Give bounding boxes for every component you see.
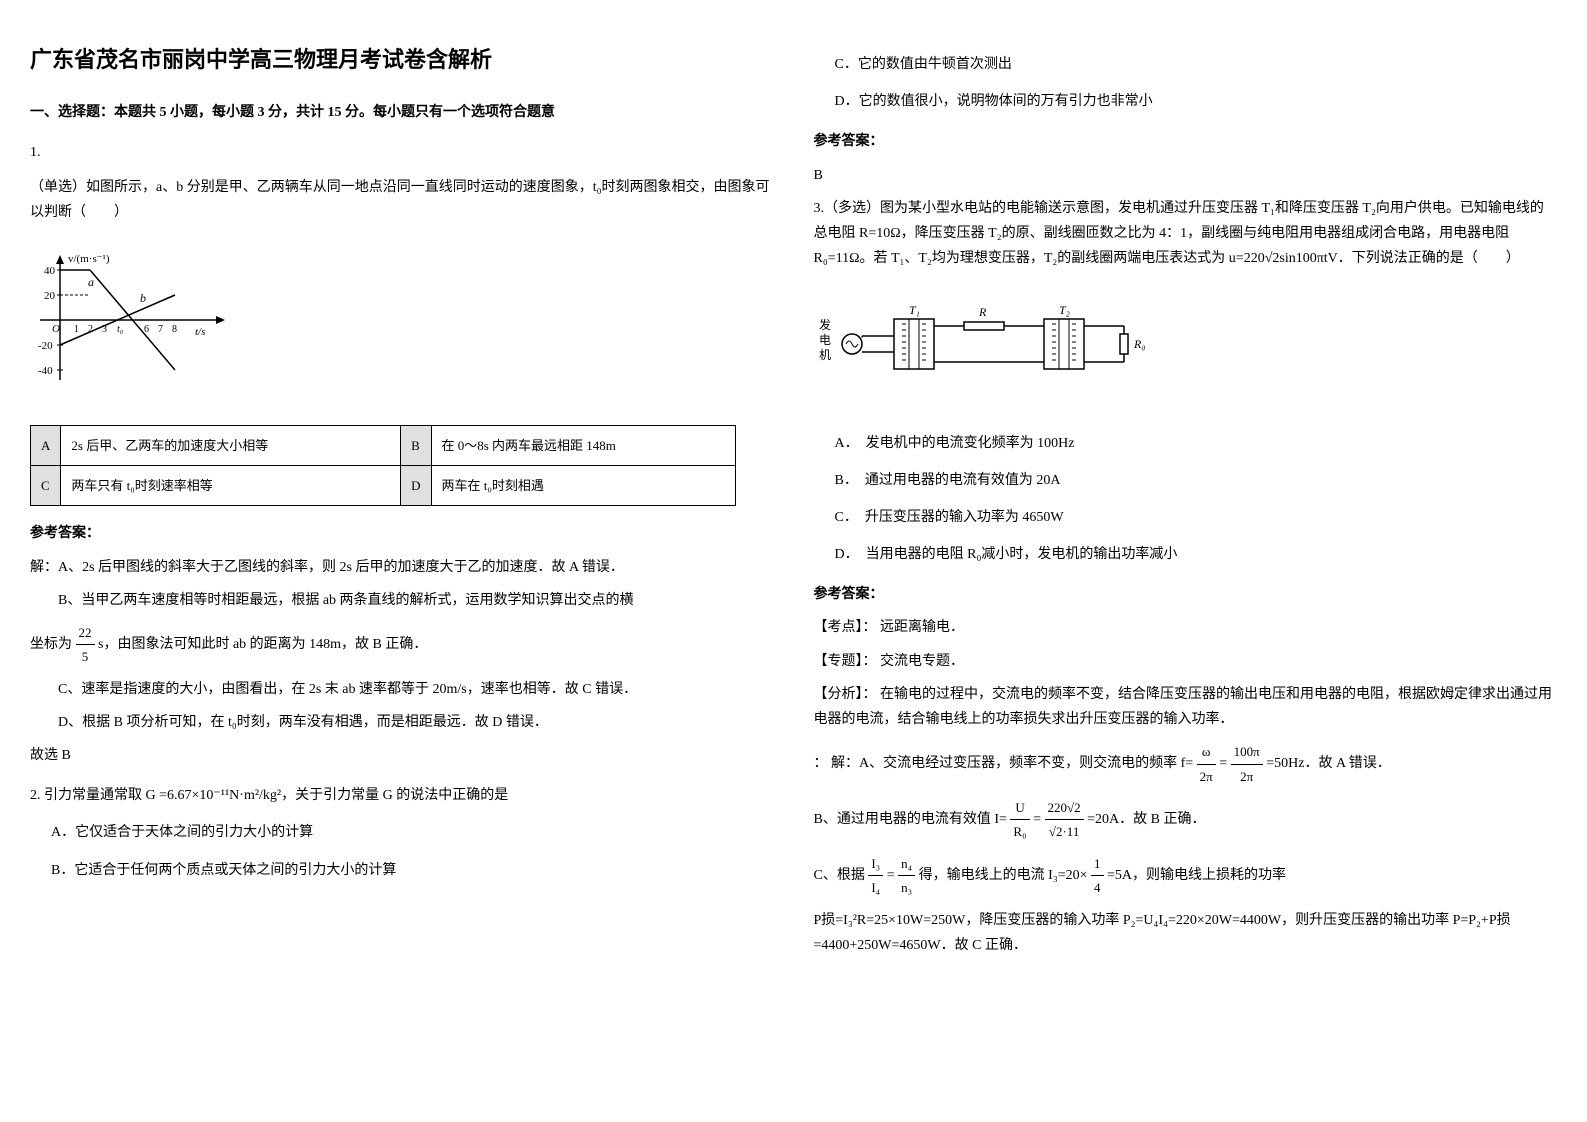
page-title: 广东省茂名市丽岗中学高三物理月考试卷含解析 bbox=[30, 40, 774, 80]
q3-opt-a: A． 发电机中的电流变化频率为 100Hz bbox=[814, 431, 1558, 456]
table-row: A 2s 后甲、乙两车的加速度大小相等 B 在 0～8s 内两车最远相距 148… bbox=[31, 425, 736, 465]
ylabel: v/(m·s⁻¹) bbox=[68, 253, 110, 265]
xtick-1: 1 bbox=[74, 324, 79, 335]
q3-fenxi: 【分析】： 在输电的过程中，交流电的频率不变，结合降压变压器的输出电压和用电器的… bbox=[814, 682, 1558, 732]
q1-sol-final: 故选 B bbox=[30, 743, 774, 768]
q3-opt-d: D． 当用电器的电阻 R₀减小时，发电机的输出功率减小 bbox=[814, 542, 1558, 567]
section-header: 一、选择题：本题共 5 小题，每小题 3 分，共计 15 分。每小题只有一个选项… bbox=[30, 100, 774, 125]
xtick-7: 7 bbox=[158, 324, 163, 335]
line-a-label: a bbox=[88, 275, 94, 289]
q3-sol-c1: C、根据 I₃ I₄ = n₄ n₃ 得，输电线上的电流 I₃=20× 1 4 … bbox=[814, 852, 1558, 900]
opt-c-text: 两车只有 t₀时刻速率相等 bbox=[61, 465, 401, 505]
q3-answer-header: 参考答案： bbox=[814, 582, 1558, 607]
q1-options-table: A 2s 后甲、乙两车的加速度大小相等 B 在 0～8s 内两车最远相距 148… bbox=[30, 425, 736, 507]
t0-label: t₀ bbox=[117, 324, 124, 335]
fraction: 100π 2π bbox=[1231, 740, 1263, 788]
gen-label-3: 机 bbox=[819, 348, 831, 362]
fraction: I₃ I₄ bbox=[868, 852, 883, 900]
q3-sol-b: B、通过用电器的电流有效值 I= U R₀ = 220√2 √2·11 =20A… bbox=[814, 796, 1558, 844]
q3-text: 3.（多选）图为某小型水电站的电能输送示意图，发电机通过升压变压器 T₁和降压变… bbox=[814, 196, 1558, 272]
r0-label: R₀ bbox=[1133, 337, 1146, 351]
q2-answer-header: 参考答案： bbox=[814, 129, 1558, 154]
q1-sol-b2: 坐标为 22 5 s，由图象法可知此时 ab 的距离为 148m，故 B 正确． bbox=[30, 621, 774, 669]
opt-a-label: A bbox=[31, 425, 61, 465]
xlabel: t/s bbox=[195, 326, 205, 338]
line-b-label: b bbox=[140, 291, 146, 305]
q3-opt-b: B． 通过用电器的电流有效值为 20A bbox=[814, 468, 1558, 493]
ytick-n20: -20 bbox=[38, 340, 53, 352]
opt-d-label: D bbox=[401, 465, 431, 505]
opt-d-text: 两车在 t₀时刻相遇 bbox=[431, 465, 736, 505]
q3-opt-c: C． 升压变压器的输入功率为 4650W bbox=[814, 505, 1558, 530]
fraction: 1 4 bbox=[1091, 852, 1104, 900]
opt-c-label: C bbox=[31, 465, 61, 505]
ytick-n40: -40 bbox=[38, 365, 53, 377]
fraction: ω 2π bbox=[1197, 740, 1216, 788]
right-column: C．它的数值由牛顿首次测出 D．它的数值很小，说明物体间的万有引力也非常小 参考… bbox=[814, 40, 1558, 966]
ytick-40: 40 bbox=[44, 265, 56, 277]
q2-text: 2. 引力常量通常取 G =6.67×10⁻¹¹N·m²/kg²，关于引力常量 … bbox=[30, 783, 774, 808]
t2-label: T₂ bbox=[1059, 303, 1070, 317]
fraction: 220√2 √2·11 bbox=[1045, 796, 1084, 844]
r-label: R bbox=[978, 305, 987, 319]
q1-answer-header: 参考答案： bbox=[30, 521, 774, 546]
q2-opt-c: C．它的数值由牛顿首次测出 bbox=[814, 52, 1558, 77]
gen-label-1: 发 bbox=[819, 317, 831, 332]
q1-sol-c: C、速率是指速度的大小，由图看出，在 2s 末 ab 速率都等于 20m/s，速… bbox=[30, 677, 774, 702]
q3-kaodian: 【考点】： 远距离输电． bbox=[814, 615, 1558, 640]
table-row: C 两车只有 t₀时刻速率相等 D 两车在 t₀时刻相遇 bbox=[31, 465, 736, 505]
xtick-8: 8 bbox=[172, 324, 177, 335]
q1-text: （单选）如图所示，a、b 分别是甲、乙两辆车从同一地点沿同一直线同时运动的速度图… bbox=[30, 175, 774, 225]
q3-zhuanti: 【专题】： 交流电专题． bbox=[814, 649, 1558, 674]
ytick-20: 20 bbox=[44, 290, 56, 302]
q1-graph: 40 20 -20 -40 1 2 3 6 7 8 a b t₀ v/(m·s⁻… bbox=[30, 250, 230, 390]
xtick-2: 2 bbox=[88, 324, 93, 335]
q1-sol-d: D、根据 B 项分析可知，在 t₀时刻，两车没有相遇，而是相距最远．故 D 错误… bbox=[30, 710, 774, 735]
svg-text:O: O bbox=[52, 323, 60, 335]
q3-sol-c2: P损=I₃²R=25×10W=250W，降压变压器的输入功率 P₂=U₄I₄=2… bbox=[814, 908, 1558, 958]
opt-b-label: B bbox=[401, 425, 431, 465]
left-column: 广东省茂名市丽岗中学高三物理月考试卷含解析 一、选择题：本题共 5 小题，每小题… bbox=[30, 40, 774, 966]
fraction: n₄ n₃ bbox=[898, 852, 915, 900]
q2-opt-d: D．它的数值很小，说明物体间的万有引力也非常小 bbox=[814, 89, 1558, 114]
opt-a-text: 2s 后甲、乙两车的加速度大小相等 bbox=[61, 425, 401, 465]
opt-b-text: 在 0～8s 内两车最远相距 148m bbox=[431, 425, 736, 465]
q3-circuit: 发 电 机 T₁ R T₂ bbox=[814, 294, 1174, 394]
t1-label: T₁ bbox=[909, 303, 920, 317]
q1-number: 1. bbox=[30, 140, 774, 165]
gen-label-2: 电 bbox=[819, 333, 831, 347]
fraction: U R₀ bbox=[1010, 796, 1029, 844]
q2-answer: B bbox=[814, 163, 1558, 188]
q1-sol-b1: B、当甲乙两车速度相等时相距最远，根据 ab 两条直线的解析式，运用数学知识算出… bbox=[30, 588, 774, 613]
q2-opt-a: A．它仅适合于天体之间的引力大小的计算 bbox=[30, 820, 774, 845]
fraction: 22 5 bbox=[76, 621, 95, 669]
q1-sol-a: 解：A、2s 后甲图线的斜率大于乙图线的斜率，则 2s 后甲的加速度大于乙的加速… bbox=[30, 555, 774, 580]
q2-opt-b: B．它适合于任何两个质点或天体之间的引力大小的计算 bbox=[30, 858, 774, 883]
q3-sol-a: ： 解：A、交流电经过变压器，频率不变，则交流电的频率 f= ω 2π = 10… bbox=[814, 740, 1558, 788]
